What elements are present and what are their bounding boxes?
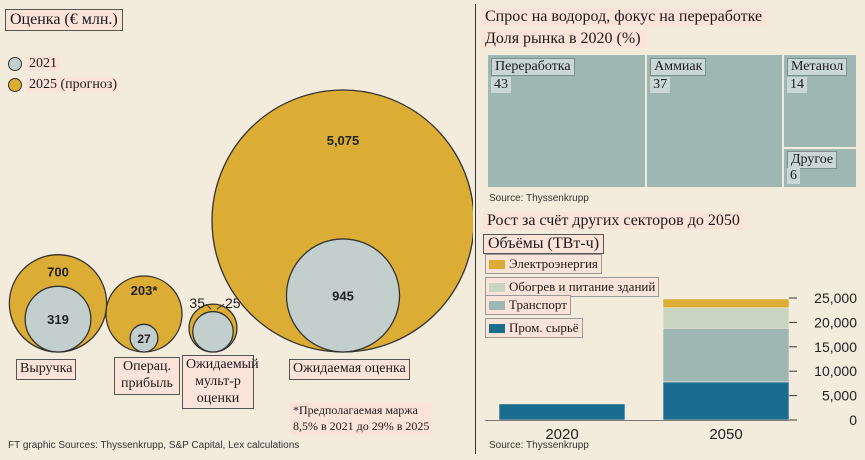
- panel-divider: [475, 4, 476, 454]
- legend-2021-swatch: [8, 56, 22, 71]
- leader-2025: [205, 303, 212, 310]
- category-label-multiple: Ожидаемый мульт-р оценки: [182, 355, 259, 410]
- bubble-label-2021-valuation: 945: [332, 288, 354, 303]
- bar-segment-2050-1: [662, 327, 790, 383]
- bubble-label-2025-valuation: 5,075: [327, 133, 360, 148]
- treemap-value-ammonia: 37: [650, 77, 671, 94]
- treemap: Переработка 43 Аммиак 37 Метанол 14 Другое 6: [487, 54, 857, 188]
- category-label-revenue: Выручка: [16, 359, 77, 380]
- legend-2025: 2025 (прогноз): [8, 77, 121, 93]
- leader-2021: [216, 303, 225, 310]
- y-tick-label: 25,000: [814, 290, 857, 306]
- y-tick-label: 15,000: [814, 339, 857, 355]
- bar-legend-industry: Пром. сырьё: [485, 318, 583, 338]
- treemap-cell-other: Другое 6: [783, 147, 857, 188]
- treemap-cell-ammonia: Аммиак 37: [646, 54, 783, 188]
- bubble-label-2021-revenue: 319: [47, 312, 69, 327]
- bar-segment-2050-0: [662, 381, 790, 421]
- bar-legend-transport: Транспорт: [485, 295, 571, 315]
- bubble-label-2021-operating-profit: 27: [137, 332, 151, 346]
- bar-legend-industry-label: Пром. сырьё: [509, 320, 579, 335]
- bubble-chart: 700 319 203* 27 35 25 5,075 945: [8, 89, 473, 353]
- footnote: *Предполагаемая маржа 8,5% в 2021 до 29%…: [290, 402, 433, 436]
- treemap-label-ammonia: Аммиак: [650, 58, 707, 77]
- bubble-label-2025-revenue: 700: [47, 265, 69, 280]
- treemap-value-methanol: 14: [787, 77, 807, 94]
- bar-segment-2020-0: [498, 403, 626, 421]
- bubble-2021-valuation: [285, 238, 401, 353]
- bar-title: Рост за счёт других секторов до 2050: [483, 212, 744, 230]
- x-tick-label-2020: 2020: [545, 426, 578, 443]
- legend-2021-label: 2021: [26, 56, 60, 72]
- stacked-bar-chart: 0 5,000 10,000 15,000 20,000 25,000 2020 2050: [485, 290, 857, 443]
- y-tick-label: 0: [849, 412, 857, 428]
- bubble-label-2025-operating-profit: 203*: [131, 283, 159, 298]
- treemap-subtitle: Доля рынка в 2020 (%): [481, 30, 645, 48]
- left-source: FT graphic Sources: Thyssenkrupp, S&P Ca…: [8, 440, 300, 451]
- treemap-cell-refining: Переработка 43: [487, 54, 647, 188]
- y-tick-label: 10,000: [814, 363, 857, 379]
- bar-legend-electricity-label: Электроэнергия: [509, 256, 598, 271]
- bar-legend-transport-swatch: [489, 300, 505, 310]
- hydrogen-panel: Спрос на водород, фокус на переработке Д…: [477, 0, 865, 460]
- category-label-valuation: Ожидаемая оценка: [289, 359, 410, 380]
- treemap-title: Спрос на водород, фокус на переработке: [481, 8, 767, 26]
- treemap-value-other: 6: [787, 167, 800, 184]
- legend-2025-swatch: [8, 77, 22, 92]
- y-tick-label: 20,000: [814, 314, 857, 330]
- treemap-value-refining: 43: [491, 77, 511, 94]
- bar-ylabel: Объёмы (ТВт-ч): [483, 234, 605, 254]
- bubble-2021-operating-profit: [129, 323, 159, 353]
- bubble-label-2025-multiple: 35: [189, 295, 205, 311]
- bar-segment-2050-3: [662, 298, 790, 309]
- bar-legend-transport-label: Транспорт: [509, 297, 567, 312]
- valuation-title: Оценка (€ млн.): [5, 9, 123, 31]
- bar-legend-industry-swatch: [489, 323, 505, 333]
- category-label-operating-profit: Операц. прибыль: [114, 357, 180, 395]
- bar-legend-heating-swatch: [489, 282, 505, 292]
- bar-legend-heating-label: Обогрев и питание зданий: [509, 279, 656, 294]
- legend-2025-label: 2025 (прогноз): [26, 77, 121, 93]
- legend-2021: 2021: [8, 56, 60, 72]
- bar-legend-electricity: Электроэнергия: [485, 254, 602, 274]
- treemap-cell-methanol: Метанол 14: [783, 54, 857, 148]
- treemap-label-methanol: Метанол: [787, 58, 848, 77]
- x-tick-label-2050: 2050: [709, 426, 742, 443]
- bubble-2021-revenue: [24, 285, 92, 353]
- bar-legend-electricity-swatch: [489, 259, 505, 269]
- y-tick-label: 5,000: [822, 388, 857, 404]
- bar-source: Source: Thyssenkrupp: [489, 440, 589, 451]
- bubble-2021-multiple: [192, 310, 234, 353]
- bar-segment-2050-2: [662, 307, 790, 329]
- treemap-label-refining: Переработка: [491, 58, 575, 77]
- bar-legend-heating: Обогрев и питание зданий: [485, 277, 660, 297]
- treemap-label-other: Другое: [787, 150, 838, 169]
- bubble-label-2021-multiple: 25: [225, 295, 241, 311]
- valuation-panel: Оценка (€ млн.) 2021 2025 (прогноз) 700 3…: [5, 9, 473, 451]
- treemap-source: Source: Thyssenkrupp: [489, 193, 589, 204]
